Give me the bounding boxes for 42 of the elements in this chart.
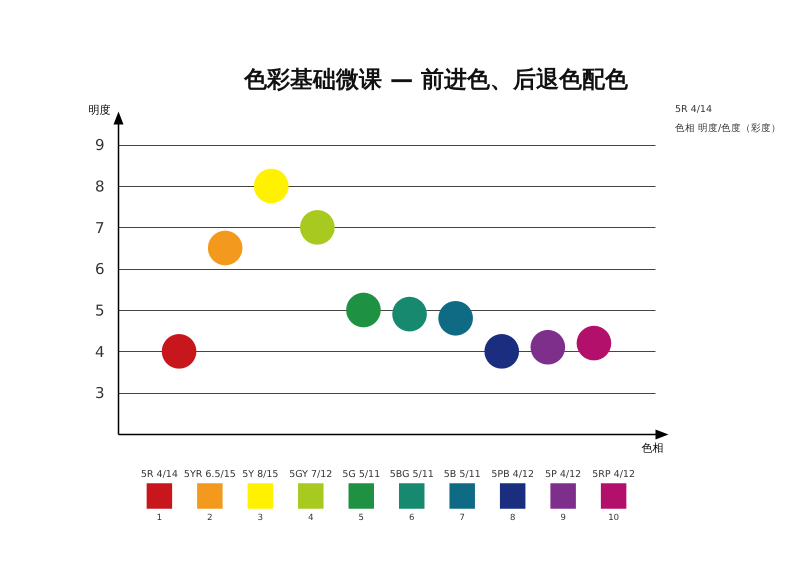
text: 9 xyxy=(560,513,566,523)
y-tick-label: 7 xyxy=(94,218,104,237)
x-axis-title: 色相 xyxy=(642,442,664,454)
point xyxy=(300,210,335,245)
x-tick-label: 5BG 5/11 xyxy=(390,469,434,480)
point xyxy=(208,230,242,266)
text: 3 xyxy=(258,513,264,523)
y-tick-label: 6 xyxy=(94,260,104,278)
y-axis-title: 明度 xyxy=(88,104,110,116)
point xyxy=(254,168,289,204)
text: 10 xyxy=(608,513,620,523)
x-tick-label: 5R 4/14 xyxy=(140,469,178,480)
point xyxy=(576,326,612,360)
point xyxy=(346,292,381,328)
y-tick-label: 3 xyxy=(94,384,104,402)
x-tick-label: 5GY 7/12 xyxy=(289,469,332,480)
text: 8 xyxy=(510,513,516,523)
text: 色相 明度/色度（彩度） xyxy=(675,122,782,134)
y-tick-label: 5 xyxy=(94,302,104,320)
text: 4 xyxy=(308,513,314,523)
y-tick-label: 4 xyxy=(94,342,104,361)
point xyxy=(162,334,196,369)
text: 5R 4/14 xyxy=(675,104,712,115)
point xyxy=(530,330,566,364)
point xyxy=(438,300,473,336)
point xyxy=(484,334,520,369)
x-tick-label: 5RP 4/12 xyxy=(592,469,635,480)
x-tick-label: 5YR 6.5/15 xyxy=(184,469,236,480)
x-tick-label: 5G 5/11 xyxy=(342,469,380,480)
x-tick-label: 5PB 4/12 xyxy=(491,469,534,480)
point xyxy=(392,296,427,332)
text: 5 xyxy=(358,513,364,523)
x-tick-label: 5P 4/12 xyxy=(545,469,582,480)
text: 7 xyxy=(459,513,465,523)
x-tick-label: 5Y 8/15 xyxy=(242,469,278,480)
text: 1 xyxy=(156,513,162,523)
text: 2 xyxy=(207,513,213,523)
y-tick-label: 8 xyxy=(94,178,104,196)
y-tick-label: 9 xyxy=(94,136,104,154)
text: 6 xyxy=(409,513,414,523)
chart-title: 色彩基础微课 — 前进色、后退色配色 xyxy=(243,67,630,93)
x-tick-label: 5B 5/11 xyxy=(444,469,481,480)
